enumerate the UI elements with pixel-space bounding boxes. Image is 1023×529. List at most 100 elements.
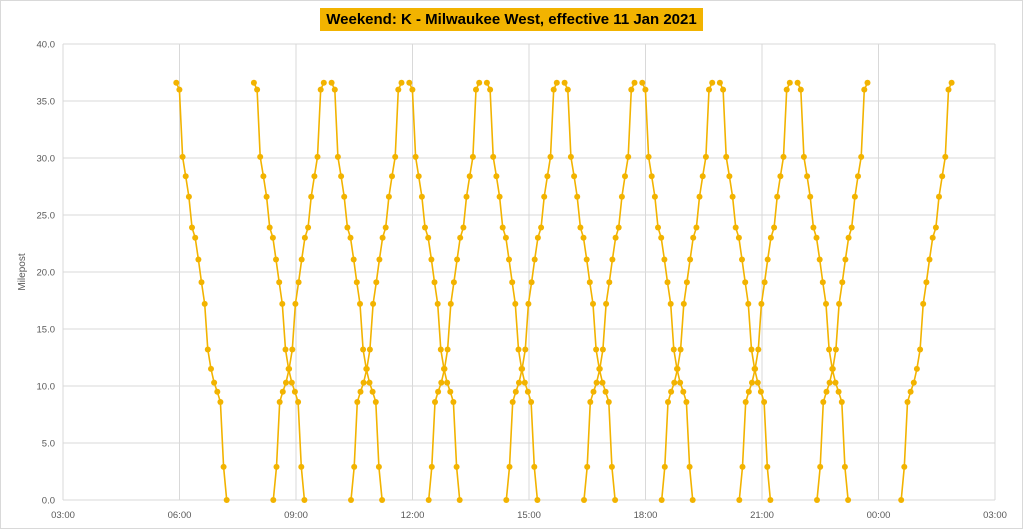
trip-point bbox=[917, 346, 924, 353]
trip-point bbox=[476, 79, 483, 86]
trip-point bbox=[534, 497, 541, 503]
trip-point bbox=[360, 379, 367, 386]
trip-point bbox=[736, 497, 743, 503]
trip-point bbox=[735, 234, 742, 241]
trip-point bbox=[276, 399, 283, 405]
trip-point bbox=[658, 234, 665, 241]
trip-point bbox=[680, 300, 687, 307]
trip-point bbox=[483, 79, 490, 86]
trip-point bbox=[204, 346, 211, 353]
outbound-trip-line-8 bbox=[900, 82, 953, 501]
trip-point bbox=[932, 224, 939, 231]
trip-point bbox=[567, 153, 574, 160]
trip-point bbox=[506, 463, 513, 470]
trip-point bbox=[625, 153, 632, 160]
trip-point bbox=[590, 300, 596, 307]
x-tick-label: 03:00 bbox=[983, 510, 1007, 521]
trip-point bbox=[596, 365, 603, 372]
trip-point bbox=[435, 388, 442, 395]
trip-point bbox=[605, 399, 612, 405]
trip-point bbox=[584, 463, 591, 470]
trip-point bbox=[469, 153, 476, 160]
trip-point bbox=[266, 224, 273, 231]
trip-point bbox=[409, 86, 416, 93]
trip-point bbox=[502, 234, 509, 241]
trip-point bbox=[350, 256, 357, 263]
trip-point bbox=[804, 173, 811, 180]
trip-point bbox=[328, 79, 335, 86]
trip-point bbox=[823, 388, 830, 395]
trip-point bbox=[398, 79, 405, 86]
y-tick-label: 20.0 bbox=[37, 268, 56, 279]
inbound-trip-line-0 bbox=[175, 82, 228, 501]
trip-point bbox=[538, 224, 545, 231]
trip-point bbox=[283, 379, 289, 386]
trip-point bbox=[301, 234, 308, 241]
trip-point bbox=[295, 399, 302, 405]
trip-point bbox=[561, 79, 568, 86]
trip-point bbox=[441, 365, 448, 372]
trip-point bbox=[758, 300, 765, 307]
trip-point bbox=[664, 279, 671, 286]
trip-point bbox=[836, 300, 843, 307]
trip-point bbox=[444, 379, 451, 386]
trip-point bbox=[823, 300, 829, 307]
trip-point bbox=[848, 224, 855, 231]
trip-point bbox=[463, 193, 470, 200]
trip-point bbox=[357, 388, 364, 395]
trip-point bbox=[580, 234, 587, 241]
trip-point bbox=[454, 256, 461, 263]
trip-point bbox=[726, 173, 733, 180]
trip-point bbox=[767, 234, 774, 241]
trip-point bbox=[444, 346, 451, 353]
trip-point bbox=[829, 365, 836, 372]
trip-point bbox=[767, 497, 774, 503]
y-tick-label: 10.0 bbox=[37, 382, 56, 393]
trip-point bbox=[431, 279, 438, 286]
trip-point bbox=[360, 346, 367, 353]
trip-point bbox=[456, 497, 463, 503]
trip-point bbox=[460, 224, 467, 231]
trip-point bbox=[948, 79, 955, 86]
x-tick-label: 18:00 bbox=[634, 510, 658, 521]
trip-point bbox=[282, 346, 289, 353]
trip-point bbox=[820, 399, 827, 405]
trip-point bbox=[845, 234, 852, 241]
trip-point bbox=[279, 388, 286, 395]
trip-point bbox=[797, 86, 804, 93]
trip-point bbox=[347, 234, 354, 241]
trip-point bbox=[739, 463, 746, 470]
trip-point bbox=[593, 346, 600, 353]
trip-point bbox=[372, 399, 379, 405]
trip-point bbox=[757, 388, 764, 395]
trip-point bbox=[907, 388, 914, 395]
trip-point bbox=[942, 153, 949, 160]
trip-point bbox=[499, 224, 506, 231]
trip-point bbox=[602, 388, 609, 395]
trip-point bbox=[217, 399, 224, 405]
trip-point bbox=[716, 79, 723, 86]
trip-point bbox=[450, 279, 457, 286]
chart-title: Weekend: K - Milwaukee West, effective 1… bbox=[320, 8, 703, 31]
trip-point bbox=[645, 153, 652, 160]
trip-point bbox=[577, 224, 584, 231]
trip-point bbox=[415, 173, 422, 180]
trip-point bbox=[269, 234, 276, 241]
trip-point bbox=[189, 224, 195, 231]
trip-point bbox=[699, 173, 706, 180]
trip-point bbox=[447, 300, 454, 307]
trip-point bbox=[366, 379, 373, 386]
trip-point bbox=[273, 463, 280, 470]
trip-point bbox=[936, 193, 942, 200]
trip-point bbox=[528, 399, 535, 405]
trip-point bbox=[690, 234, 697, 241]
trip-point bbox=[354, 399, 361, 405]
trip-point bbox=[292, 300, 299, 307]
trip-point bbox=[425, 497, 432, 503]
trip-point bbox=[677, 346, 684, 353]
trip-point bbox=[615, 224, 622, 231]
trip-point bbox=[723, 153, 730, 160]
trip-point bbox=[777, 173, 784, 180]
trip-point bbox=[920, 300, 927, 307]
trip-point bbox=[369, 388, 376, 395]
